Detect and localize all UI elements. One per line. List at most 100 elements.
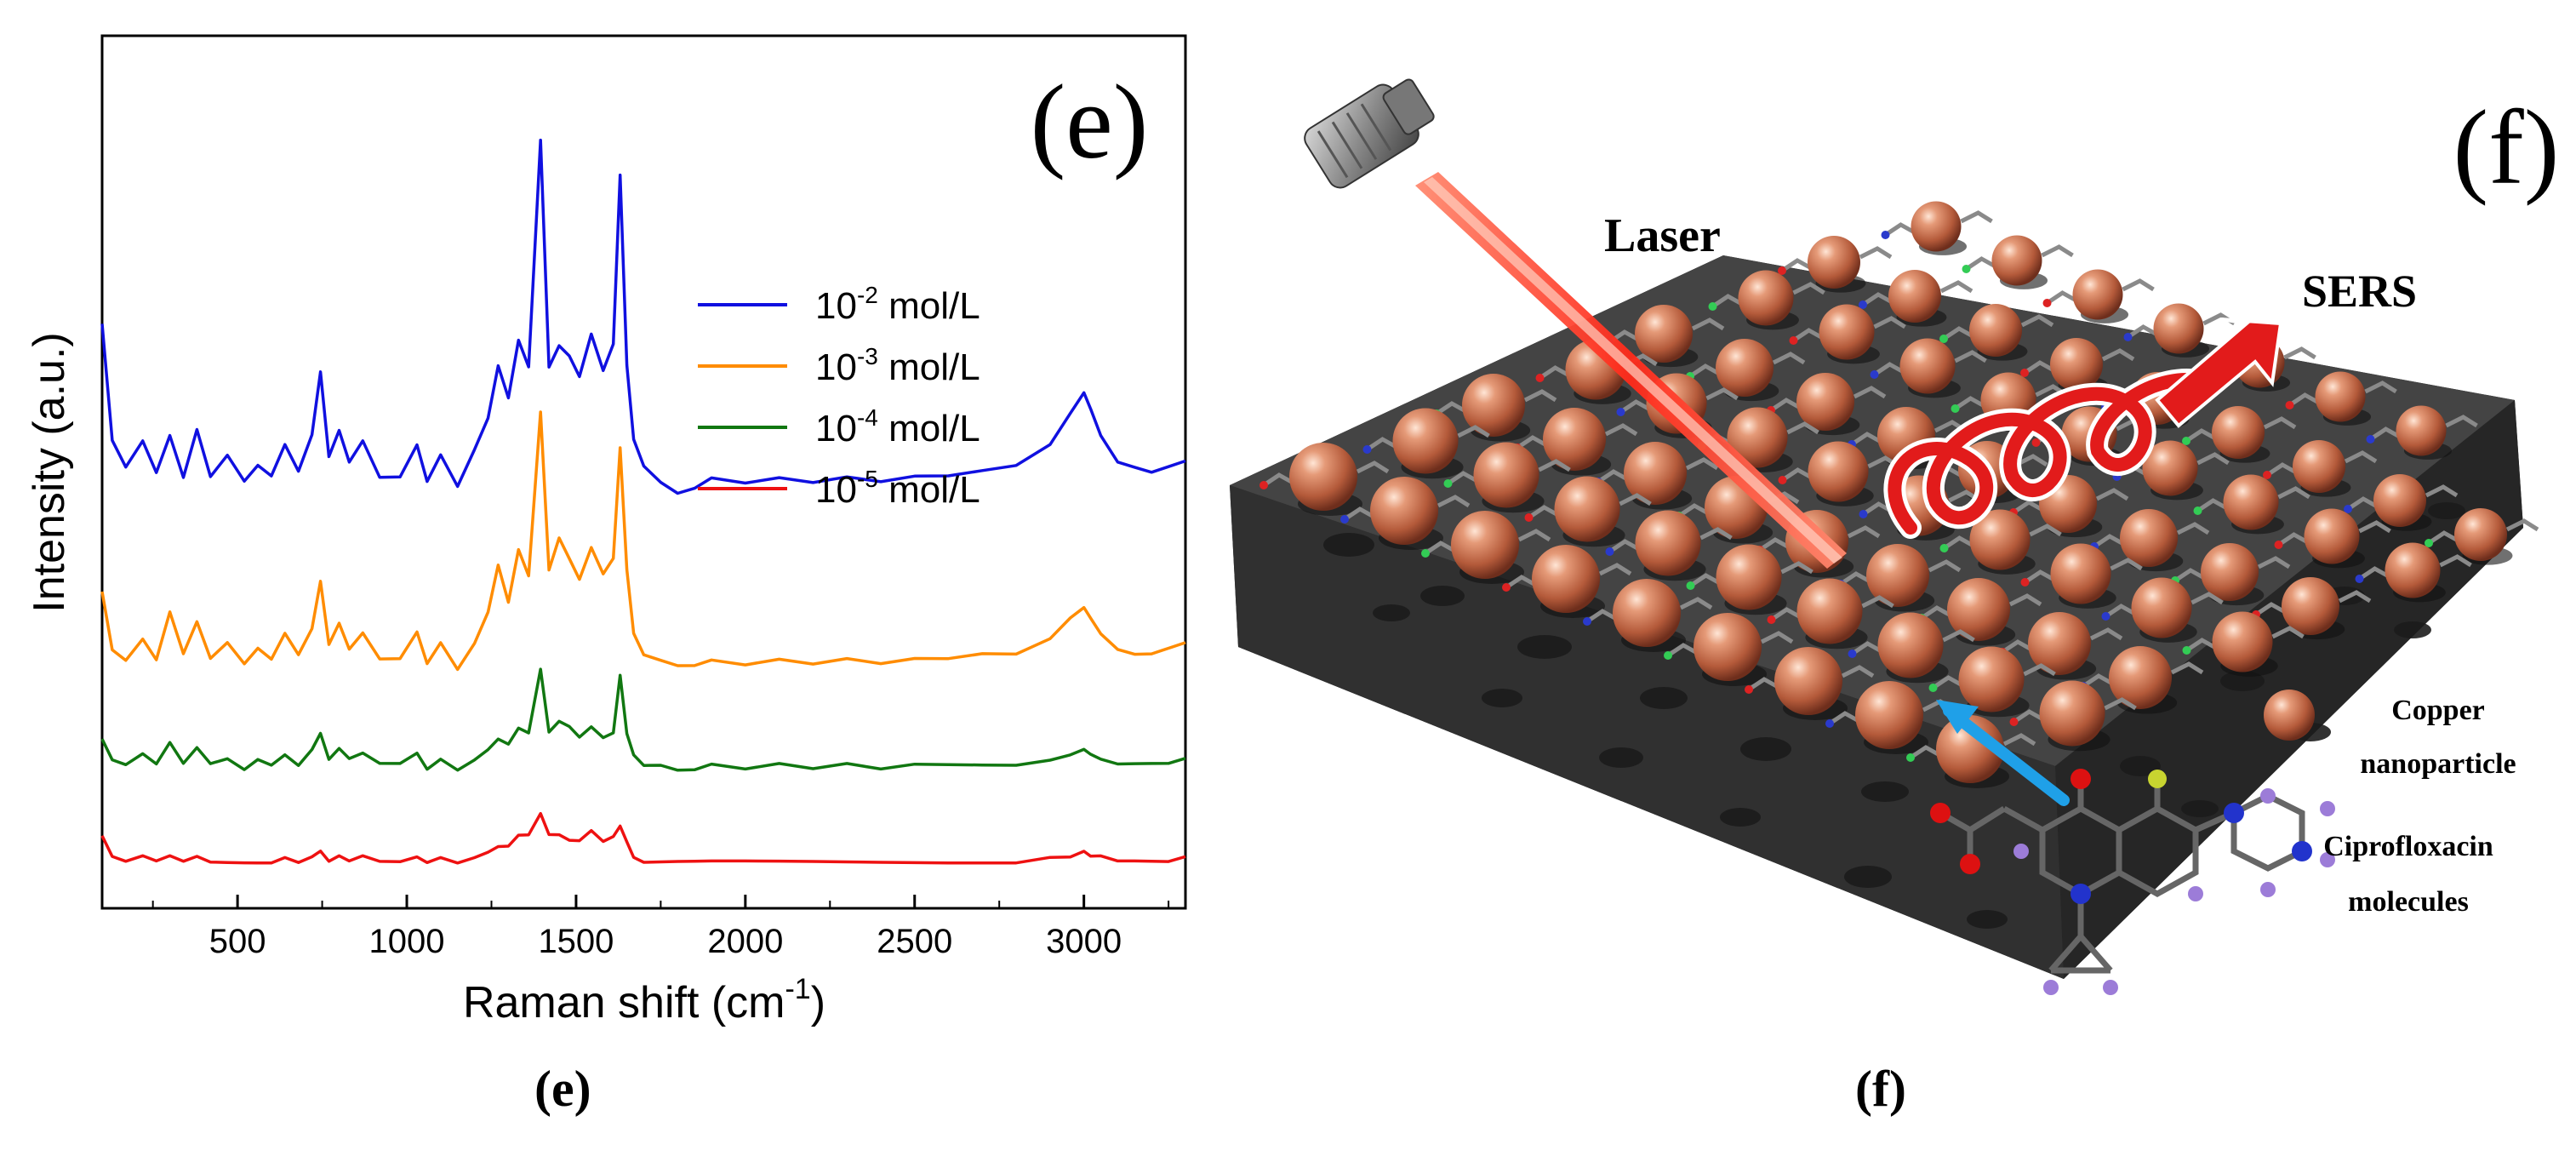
atom-dot xyxy=(2101,612,2110,621)
x-tick-label: 1000 xyxy=(369,923,445,960)
copper-nanoparticle xyxy=(1899,338,1956,394)
copper-nanoparticle xyxy=(1774,647,1842,715)
plot-frame xyxy=(100,34,1187,910)
y-axis-label: Intensity (a.u.) xyxy=(25,332,74,612)
copper-nanoparticle xyxy=(1911,201,1962,252)
copper-nanoparticle xyxy=(1738,270,1794,326)
copper-nanoparticle xyxy=(1796,373,1854,431)
raman-chart: 500 1000 1500 2000 2500 3000 (e) 10-2 mol/L10… xyxy=(25,34,1187,1027)
caption-e: (e) xyxy=(534,1061,591,1117)
copper-nanoparticle xyxy=(1877,612,1944,678)
atom-dot xyxy=(2031,438,2041,447)
copper-nanoparticle xyxy=(1613,579,1681,647)
series-line-2 xyxy=(100,410,1186,672)
copper-nanoparticles xyxy=(1259,201,2539,788)
atom-dot xyxy=(1421,549,1430,558)
atom-dot xyxy=(2366,435,2375,444)
atom-dot xyxy=(1870,370,1879,379)
copper-nanoparticle xyxy=(1716,544,1782,610)
atom-dot xyxy=(2344,505,2352,513)
series-line-1 xyxy=(100,138,1186,495)
copper-nanoparticle xyxy=(2072,269,2123,320)
atom-dot xyxy=(2182,437,2190,445)
copper-nanoparticle xyxy=(2050,338,2103,391)
legend-label-4: 10-5 mol/L xyxy=(815,466,980,511)
x-tick-label: 3000 xyxy=(1046,923,1122,960)
molecule-pointer-arrow-icon xyxy=(1936,700,2070,806)
copper-nanoparticle xyxy=(1473,442,1539,508)
copper-nanoparticle xyxy=(1819,304,1875,360)
copper-nanoparticle xyxy=(1936,715,2004,783)
copper-nanoparticle xyxy=(2293,440,2345,493)
atom-dot xyxy=(2182,646,2191,655)
atom-dot xyxy=(1939,544,1949,552)
copper-nanoparticle xyxy=(1969,509,2031,570)
atom-dot xyxy=(1443,479,1453,488)
laser-head-icon xyxy=(1304,78,1435,189)
copper-nanoparticle xyxy=(1727,407,1788,468)
copper-nanoparticle xyxy=(1969,304,2022,357)
atom-dot xyxy=(2425,539,2433,547)
legend-label-3: 10-4 mol/L xyxy=(815,404,980,449)
caption-f: (f) xyxy=(1855,1061,1906,1117)
copper-nanoparticle xyxy=(1947,578,2010,641)
atom-dot xyxy=(1939,335,1948,343)
legend-cipro-line2: molecules xyxy=(2348,886,2469,918)
copper-nanoparticle xyxy=(1991,235,2042,286)
atom-dot xyxy=(1362,445,1372,454)
copper-nanoparticle xyxy=(1543,408,1606,471)
atom-dot xyxy=(1789,336,1798,345)
copper-nanoparticle-icon xyxy=(2264,690,2315,741)
atom-dot xyxy=(1848,650,1857,658)
copper-nanoparticle xyxy=(1624,442,1687,505)
legend-label-1: 10-2 mol/L xyxy=(815,282,980,327)
copper-nanoparticle xyxy=(2201,543,2259,601)
series-line-3 xyxy=(100,667,1186,772)
copper-nanoparticle xyxy=(2039,680,2105,747)
copper-nanoparticle xyxy=(1694,613,1762,681)
sers-illustration: (f) Laser SERS Copper nanoparticle xyxy=(1230,78,2559,995)
atom-dot xyxy=(1583,617,1591,626)
atom-dot xyxy=(1535,374,1545,382)
copper-nanoparticle xyxy=(1958,646,2025,712)
atom-dot xyxy=(1778,266,1786,275)
copper-nanoparticle xyxy=(1808,236,1860,289)
atom-dot xyxy=(2042,299,2052,307)
atom-dot xyxy=(1616,408,1625,416)
atom-dot xyxy=(1259,481,1268,489)
atom-dot xyxy=(1605,547,1614,556)
atom-dot xyxy=(1686,581,1695,590)
copper-nanoparticle xyxy=(2304,508,2360,564)
atom-dot xyxy=(1859,300,1867,309)
copper-nanoparticle xyxy=(1451,511,1519,579)
molecule-atoms xyxy=(1930,769,2335,995)
legend-copper-line1: Copper xyxy=(2391,695,2485,726)
copper-nanoparticle xyxy=(1866,544,1929,607)
copper-nanoparticle xyxy=(1462,374,1525,437)
atom-dot xyxy=(1962,265,1971,273)
copper-nanoparticle xyxy=(1855,681,1923,749)
sers-scattering-arrow-icon xyxy=(1883,318,2283,539)
series-line-4 xyxy=(100,811,1186,865)
atom-dot xyxy=(1524,513,1534,522)
atom-dot xyxy=(2193,506,2202,515)
atom-dot xyxy=(2020,578,2030,587)
copper-nanoparticle xyxy=(2223,474,2279,530)
atom-dot xyxy=(2285,401,2294,409)
copper-nanoparticle xyxy=(2282,577,2339,635)
sers-label: SERS xyxy=(2302,266,2417,317)
copper-nanoparticle xyxy=(2212,611,2273,672)
atom-dot xyxy=(2263,471,2271,479)
copper-nanoparticle xyxy=(2212,406,2265,459)
copper-nanoparticle xyxy=(2028,612,2091,675)
atom-dot xyxy=(1928,684,1938,692)
atom-dot xyxy=(1825,719,1834,728)
x-tick-label: 2000 xyxy=(707,923,783,960)
copper-nanoparticle xyxy=(1392,408,1459,474)
atom-dot xyxy=(1906,753,1915,762)
atom-dot xyxy=(1767,615,1776,624)
copper-nanoparticle xyxy=(2131,577,2192,638)
x-axis-label: Raman shift (cm-1) xyxy=(463,973,825,1027)
copper-nanoparticle xyxy=(1289,443,1357,511)
copper-nanoparticle xyxy=(1635,510,1701,576)
